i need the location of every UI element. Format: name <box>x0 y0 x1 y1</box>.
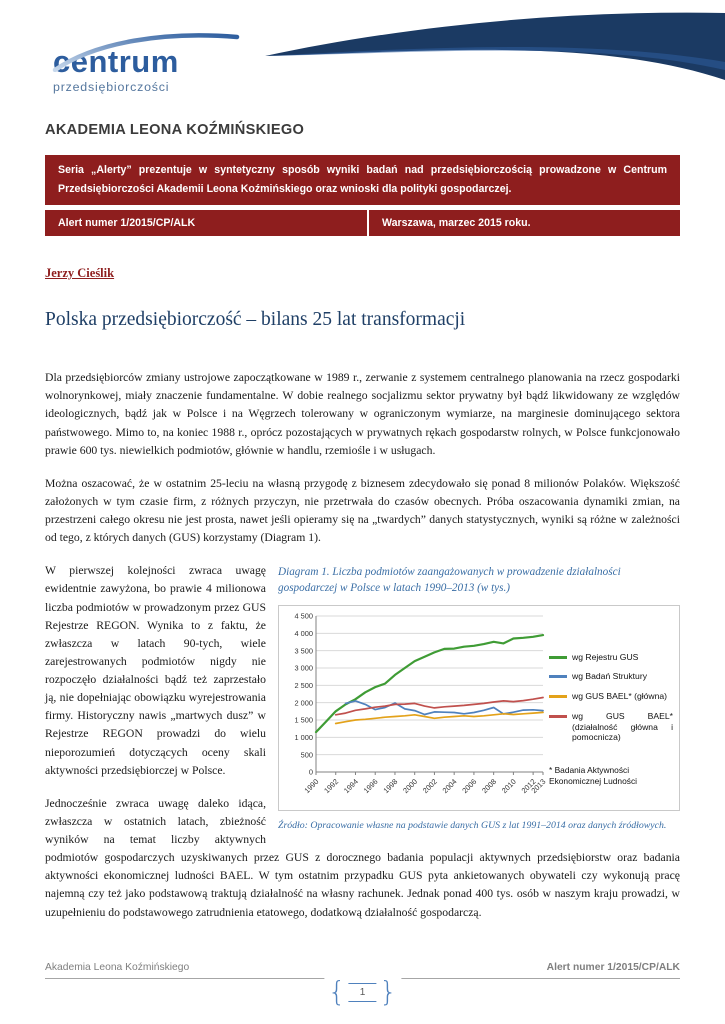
svg-text:1 500: 1 500 <box>295 715 314 724</box>
legend-item: wg Rejestru GUS <box>549 652 673 663</box>
svg-text:0: 0 <box>309 767 313 776</box>
page-number: 1 <box>348 982 377 1002</box>
svg-text:4 500: 4 500 <box>295 611 314 620</box>
svg-text:2 500: 2 500 <box>295 681 314 690</box>
svg-text:3 000: 3 000 <box>295 663 314 672</box>
legend-swatch <box>549 675 567 679</box>
legend-label: wg Badań Struktury <box>572 671 647 682</box>
legend-footnote-line2: Ekonomicznej Ludności <box>549 775 637 786</box>
line-chart: 0 500 1 000 1 500 2 000 2 500 3 000 3 500 4 000 4… <box>278 604 680 811</box>
svg-text:1990: 1990 <box>302 777 320 795</box>
legend-swatch <box>549 655 567 659</box>
legend-swatch <box>549 714 567 718</box>
left-brace-decoration: { <box>327 975 346 1008</box>
svg-text:2000: 2000 <box>401 777 419 795</box>
svg-text:500: 500 <box>301 750 313 759</box>
legend-label: wg GUS BAEL* (główna) <box>572 691 668 702</box>
article-title: Polska przedsiębiorczość – bilans 25 lat… <box>45 309 466 331</box>
legend-item: wg GUS BAEL* (działalność główna i pomoc… <box>549 711 673 743</box>
article-body: Dla przedsiębiorców zmiany ustrojowe zap… <box>45 369 680 922</box>
svg-text:2002: 2002 <box>421 777 439 795</box>
svg-text:2004: 2004 <box>441 777 459 795</box>
footer-right-text: Alert numer 1/2015/CP/ALK <box>546 962 680 973</box>
paragraph-4: Jednocześnie zwraca uwagę daleko idąca, … <box>45 796 680 919</box>
logo-swoosh-icon <box>52 33 240 72</box>
chart-legend-items: wg Rejestru GUS wg Badań Struktury wg GUS … <box>549 652 673 752</box>
university-name: AKADEMIA LEONA KOŹMIŃSKIEGO <box>45 122 305 138</box>
svg-text:3 500: 3 500 <box>295 646 314 655</box>
legend-footnote: * Badania Aktywności Ekonomicznej Ludnoś… <box>549 765 673 786</box>
legend-label: wg Rejestru GUS <box>572 651 639 662</box>
svg-text:4 000: 4 000 <box>295 629 314 638</box>
footer-rule: Akademia Leona Koźmińskiego Alert numer … <box>45 962 680 979</box>
figure-source: Źródło: Opracowanie własne na podstawie … <box>278 819 667 831</box>
svg-text:1998: 1998 <box>381 777 399 795</box>
svg-text:1 000: 1 000 <box>295 733 314 742</box>
centrum-logo: centrum przedsiębiorczości <box>52 30 263 94</box>
paragraph-1: Dla przedsiębiorców zmiany ustrojowe zap… <box>45 371 680 457</box>
legend-label: wg GUS BAEL* (działalność główna i pomoc… <box>572 710 673 743</box>
svg-text:1994: 1994 <box>342 777 360 795</box>
paragraph-3: W pierwszej kolejności zwraca uwagę ewid… <box>45 564 266 777</box>
chart-legend: wg Rejestru GUS wg Badań Struktury wg GUS … <box>549 606 679 810</box>
author-name: Jerzy Cieślik <box>45 266 115 281</box>
legend-footnote-line1: * Badania Aktywności <box>549 765 630 776</box>
right-brace-decoration: } <box>379 975 398 1008</box>
svg-text:2 000: 2 000 <box>295 698 314 707</box>
logo-subtitle: przedsiębiorczości <box>53 80 170 94</box>
legend-swatch <box>549 695 567 699</box>
svg-text:2008: 2008 <box>480 777 498 795</box>
svg-text:1996: 1996 <box>362 777 380 795</box>
svg-text:1992: 1992 <box>322 777 340 795</box>
alert-number: Alert numer 1/2015/CP/ALK <box>45 210 367 237</box>
figure-diagram-1: Diagram 1. Liczba podmiotów zaangażowany… <box>278 564 680 833</box>
footer-left-text: Akademia Leona Koźmińskiego <box>45 962 190 973</box>
paragraph-2: Można oszacować, że w ostatnim 25-leciu … <box>45 476 680 545</box>
alert-place-date: Warszawa, marzec 2015 roku. <box>369 210 680 237</box>
page-footer: Akademia Leona Koźmińskiego Alert numer … <box>45 962 680 1014</box>
series-description-banner: Seria „Alerty” prezentuje w syntetyczny … <box>45 155 680 206</box>
legend-item: wg Badań Struktury <box>549 671 673 682</box>
chart-plot: 0 500 1 000 1 500 2 000 2 500 3 000 3 500 4 000 4… <box>295 611 548 795</box>
page-number-badge: { 1 } <box>323 975 402 1008</box>
alert-meta-row: Alert numer 1/2015/CP/ALK Warszawa, marz… <box>45 210 680 237</box>
figure-caption: Diagram 1. Liczba podmiotów zaangażowany… <box>278 566 621 595</box>
svg-text:2010: 2010 <box>500 777 518 795</box>
svg-text:2006: 2006 <box>460 777 478 795</box>
legend-item: wg GUS BAEL* (główna) <box>549 691 673 702</box>
